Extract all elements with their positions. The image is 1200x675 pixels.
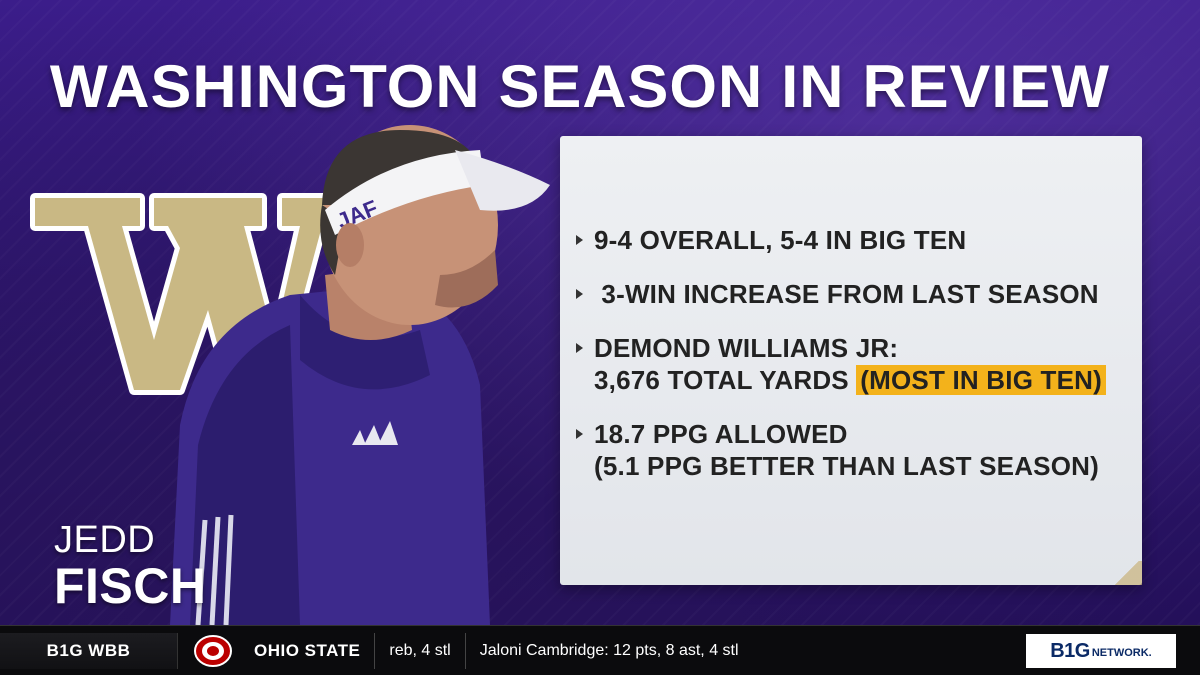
graphic-title: WASHINGTON SEASON IN REVIEW xyxy=(49,53,1111,120)
coach-first-name: JEDD xyxy=(54,519,156,561)
ticker-stat-line: Jaloni Cambridge: 12 pts, 8 ast, 4 stl xyxy=(464,632,739,669)
ticker-stat-fragment: reb, 4 stl xyxy=(389,641,451,659)
ohio-state-logo-icon xyxy=(178,634,248,668)
bullet-icon xyxy=(576,429,583,439)
stat-text-line2: 3,676 TOTAL YARDS xyxy=(594,365,849,395)
stat-text-line2: (5.1 PPG BETTER THAN LAST SEASON) xyxy=(594,451,1099,481)
stat-ppg-allowed: 18.7 PPG ALLOWED (5.1 PPG BETTER THAN LA… xyxy=(576,418,1136,482)
ticker-league: B1G WBB xyxy=(0,632,178,669)
stat-record: 9-4 OVERALL, 5-4 IN BIG TEN xyxy=(576,224,1136,256)
stat-win-increase: 3-WIN INCREASE FROM LAST SEASON xyxy=(576,278,1136,310)
bullet-icon xyxy=(576,289,583,299)
score-ticker: B1G WBB OHIO STATE reb, 4 stl Jaloni Cam… xyxy=(0,625,1200,675)
stats-panel: 9-4 OVERALL, 5-4 IN BIG TEN 3-WIN INCREA… xyxy=(560,136,1142,585)
stat-total-yards: DEMOND WILLIAMS JR: 3,676 TOTAL YARDS (M… xyxy=(576,332,1136,396)
broadcast-graphic: WASHINGTON SEASON IN REVIEW JAF JEDD xyxy=(0,0,1200,625)
coach-name: JEDD FISCH xyxy=(54,520,207,612)
stat-text: 3-WIN INCREASE FROM LAST SEASON xyxy=(594,279,1099,309)
coach-photo: JAF xyxy=(170,125,550,625)
stats-list: 9-4 OVERALL, 5-4 IN BIG TEN 3-WIN INCREA… xyxy=(576,224,1136,504)
coach-last-name: FISCH xyxy=(54,558,207,614)
bullet-icon xyxy=(576,235,583,245)
stat-highlight: (MOST IN BIG TEN) xyxy=(856,365,1106,395)
big-ten-network-logo: B1G NETWORK. xyxy=(1026,634,1176,668)
stat-text: DEMOND WILLIAMS JR: xyxy=(594,333,899,363)
stat-text: 9-4 OVERALL, 5-4 IN BIG TEN xyxy=(594,225,967,255)
ticker-team: OHIO STATE xyxy=(248,632,376,669)
network-logo-small: NETWORK. xyxy=(1091,647,1152,659)
network-logo-big: B1G xyxy=(1050,639,1090,662)
stat-text: 18.7 PPG ALLOWED xyxy=(594,419,848,449)
bullet-icon xyxy=(576,343,583,353)
